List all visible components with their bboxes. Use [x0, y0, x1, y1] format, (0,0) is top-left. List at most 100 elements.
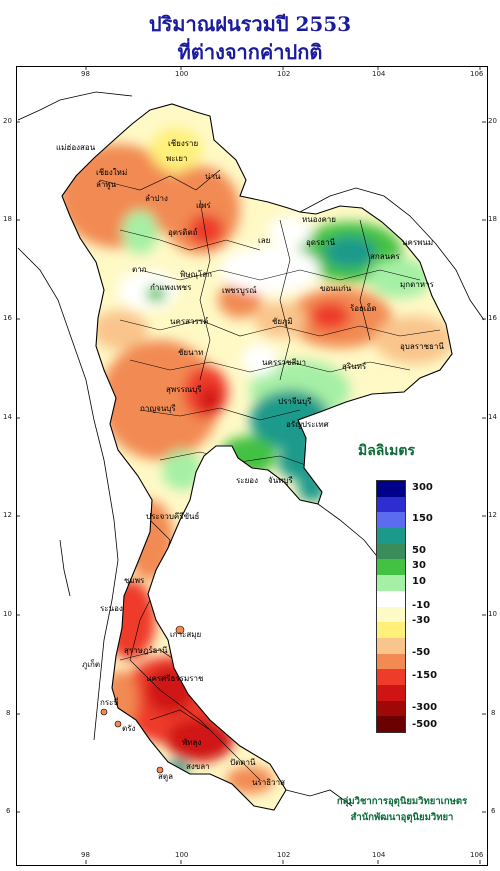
- lon-tick-top: 106: [470, 70, 484, 78]
- lat-tick-left: 16: [3, 314, 12, 322]
- place-label: ตาก: [132, 265, 147, 274]
- place-label: เชียงราย: [168, 139, 199, 148]
- legend-label: 150: [412, 513, 433, 525]
- legend-swatch: [376, 716, 406, 733]
- place-label: ชุมพร: [124, 576, 145, 585]
- lon-tick-bottom: 102: [277, 851, 291, 859]
- place-label: ขอนแก่น: [320, 284, 352, 293]
- place-label: นราธิวาส: [252, 778, 286, 787]
- place-label: ปราจีนบุรี: [278, 397, 312, 406]
- legend-swatch: [376, 684, 406, 701]
- credit-line2: สำนักพัฒนาอุตุนิยมวิทยา: [350, 812, 454, 823]
- place-label: นครราชสีมา: [262, 358, 306, 367]
- legend-swatch: [376, 606, 406, 623]
- place-label: นครสวรรค์: [170, 317, 209, 326]
- frame-ticks: [16, 66, 486, 864]
- lon-tick-top: 104: [372, 70, 386, 78]
- place-label: น่าน: [205, 172, 221, 181]
- lat-tick-left: 18: [3, 215, 12, 223]
- lat-tick-left: 8: [6, 709, 11, 717]
- place-label: ลำพูน: [96, 180, 117, 189]
- lat-tick-right: 12: [488, 511, 497, 519]
- place-label: กระบี่: [100, 698, 119, 707]
- place-label: สตูล: [158, 772, 173, 781]
- credit-line1: กลุ่มวิชาการอุตุนิยมวิทยาเกษตร: [336, 796, 468, 807]
- lat-tick-left: 12: [3, 511, 12, 519]
- place-label: ตรัง: [122, 724, 136, 733]
- legend-swatch: [376, 653, 406, 670]
- lon-tick-bottom: 106: [470, 851, 484, 859]
- legend-swatch: [376, 622, 406, 638]
- place-label: จันทบุรี: [268, 476, 293, 485]
- legend-label: -150: [412, 670, 438, 682]
- legend-color-bar: [376, 480, 406, 733]
- place-label: สงขลา: [186, 762, 210, 771]
- place-label: หนองคาย: [302, 215, 336, 224]
- place-label: กำแพงเพชร: [150, 283, 192, 292]
- place-label: ชัยนาท: [178, 348, 204, 357]
- place-label: อุดรธานี: [306, 238, 336, 247]
- place-label: กาญจนบุรี: [140, 404, 176, 413]
- place-label: อรัญประเทศ: [286, 420, 329, 429]
- lat-tick-left: 6: [6, 807, 11, 815]
- place-label: ชัยภูมิ: [272, 317, 293, 326]
- legend-swatch: [376, 700, 406, 717]
- place-label: สุพรรณบุรี: [166, 385, 202, 394]
- legend-swatch: [376, 575, 406, 591]
- place-label: เพชรบูรณ์: [222, 286, 257, 295]
- lat-tick-right: 18: [488, 215, 497, 223]
- place-label: อุตรดิตถ์: [168, 228, 198, 237]
- legend-swatch: [376, 669, 406, 685]
- legend-label: -30: [412, 615, 431, 627]
- place-label: เชียงใหม่: [96, 168, 128, 177]
- legend-label: 30: [412, 560, 426, 572]
- lat-tick-right: 20: [488, 117, 497, 125]
- lon-tick-bottom: 100: [175, 851, 189, 859]
- place-label: ประจวบคีรีขันธ์: [146, 512, 200, 521]
- lat-tick-right: 6: [491, 807, 496, 815]
- place-label: ปัตตานี: [230, 758, 256, 767]
- map-title-line2: ที่ต่างจากค่าปกติ: [177, 40, 323, 64]
- place-label: ร้อยเอ็ด: [350, 304, 377, 313]
- thailand-outline: [61, 103, 453, 811]
- map-title-line1: ปริมาณฝนรวมปี 2553: [148, 12, 352, 36]
- lat-tick-right: 10: [488, 610, 497, 618]
- legend-swatch: [376, 528, 406, 544]
- legend-label: -500: [412, 718, 438, 730]
- place-label: ลำปาง: [145, 194, 168, 203]
- lat-tick-right: 14: [488, 413, 497, 421]
- legend-swatch: [376, 590, 406, 607]
- legend-label: 50: [412, 544, 426, 556]
- lon-tick-bottom: 104: [372, 851, 386, 859]
- place-label: อุบลราชธานี: [400, 342, 444, 351]
- place-label: สุราษฎร์ธานี: [124, 646, 168, 655]
- lon-tick-top: 98: [81, 70, 90, 78]
- islands: [100, 625, 185, 774]
- lat-tick-left: 10: [3, 610, 12, 618]
- legend-label: 300: [412, 481, 433, 493]
- legend-label: -300: [412, 701, 438, 713]
- place-label: ระยอง: [236, 476, 258, 485]
- place-label: แม่ฮ่องสอน: [56, 143, 96, 152]
- place-label: สกลนคร: [370, 252, 400, 261]
- lat-tick-left: 20: [3, 117, 12, 125]
- place-label: สุรินทร์: [342, 362, 367, 371]
- place-label: ภูเก็ต: [82, 660, 101, 669]
- lat-tick-right: 8: [491, 709, 496, 717]
- place-label: มุกดาหาร: [400, 280, 434, 289]
- place-label: เกาะสมุย: [170, 630, 202, 639]
- legend-title: มิลลิเมตร: [358, 443, 416, 459]
- legend-swatch: [376, 543, 406, 560]
- legend-swatch: [376, 637, 406, 654]
- place-label: เลย: [258, 236, 271, 245]
- place-label: ระนอง: [100, 604, 123, 613]
- legend-label: 10: [412, 576, 426, 588]
- legend-swatch: [376, 559, 406, 576]
- lon-tick-bottom: 98: [81, 851, 90, 859]
- legend-label: -10: [412, 599, 431, 611]
- place-label: พะเยา: [166, 154, 188, 163]
- place-label: พิษณุโลก: [180, 270, 213, 279]
- legend-swatch: [376, 496, 406, 513]
- lat-tick-right: 16: [488, 314, 497, 322]
